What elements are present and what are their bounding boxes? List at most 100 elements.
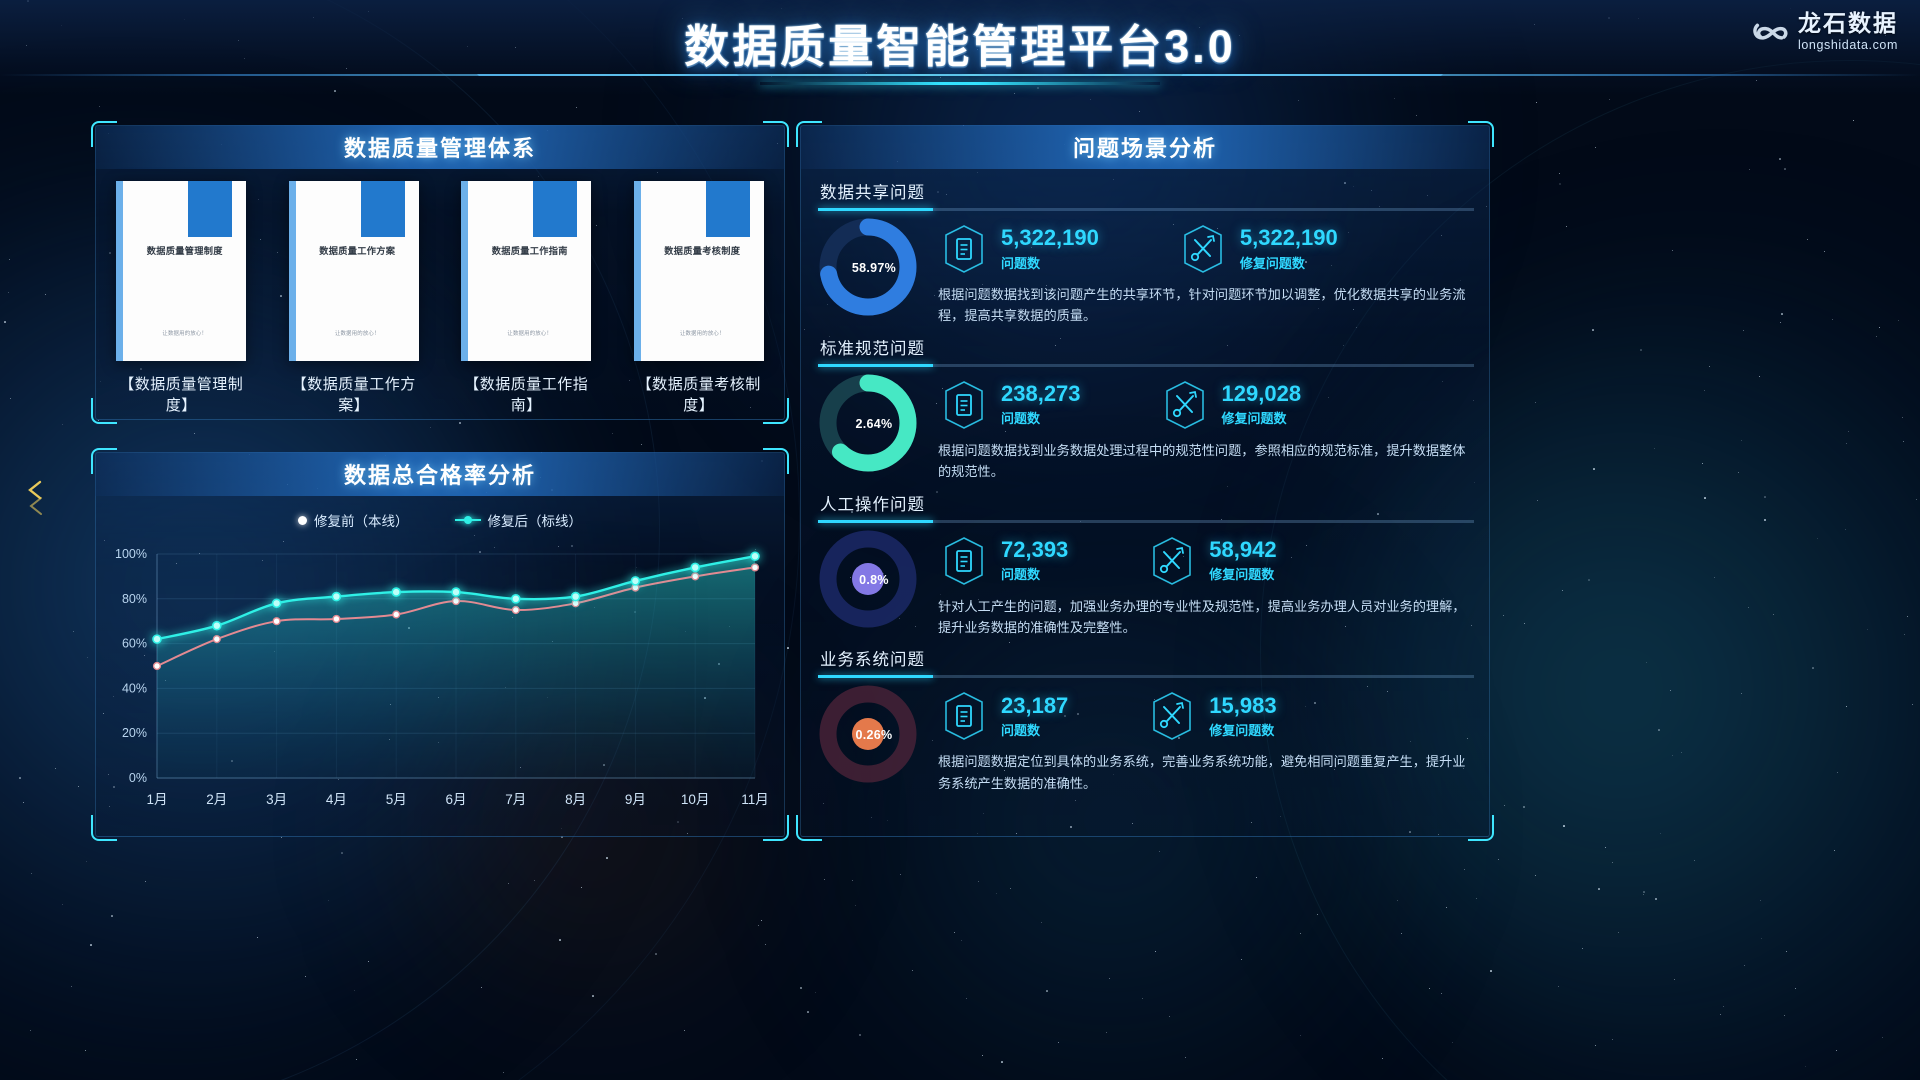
issue-description: 根据问题数据找到该问题产生的共享环节，针对问题环节加以调整，优化数据共享的业务流… [938,287,1466,324]
metric-issue-value: 5,322,190 [1001,225,1099,251]
brand-logo: 龙石数据 longshidata.com [1749,12,1898,52]
metric-fixed-value: 129,028 [1221,381,1302,407]
document-cover-title: 数据质量工作指南 [491,246,568,256]
legend-item[interactable]: 修复后（标线） [454,510,582,530]
issue-percent-label: 0.8% [859,572,889,587]
line-chart-svg: 0% 20% 40% 60% 80% 100% 1月 2月 3月 4月 5月 6月 7月 8月 9月 10月 1… [115,547,769,807]
chart-data-point[interactable] [331,591,342,602]
x-axis-tick-label: 3月 [266,792,287,807]
chart-data-point[interactable] [152,634,162,644]
document-label: 【数据质量工作指南】 [464,376,589,414]
donut-chart [819,374,917,472]
chart-data-point[interactable] [630,576,641,586]
issue-metrics: 23,187 问题数 15,983 修复问题数 [938,690,1474,742]
legend-item[interactable]: 修复前（本线） [298,510,409,530]
panel-header: 数据总合格率分析 [95,452,785,496]
metric-fixed-count[interactable]: 5,322,190 修复问题数 [1177,223,1338,275]
metric-issue-count[interactable]: 238,273 问题数 [938,379,1081,431]
issue-section-title: 业务系统问题 [820,651,925,670]
chart-data-point[interactable] [750,563,760,572]
issue-donut-wrap[interactable]: 58.97% [818,217,930,317]
issue-description: 根据问题数据定位到具体的业务系统，完善业务系统功能，避免相同问题重复产生，提升业… [938,754,1466,791]
chart-data-point[interactable] [391,587,402,597]
panel-header: 数据质量管理体系 [95,125,785,169]
panel-issue-scenarios: 问题场景分析 数据共享问题 58.97% 5,322,190 问题数 5,322,190… [796,121,1494,841]
y-axis-tick-label: 60% [122,637,147,651]
chart-data-point[interactable] [332,614,341,624]
metric-fixed-count[interactable]: 129,028 修复问题数 [1159,379,1302,431]
document-list: 数据质量管理制度 让数据用的放心！ 【数据质量管理制度】 数据质量工作方案让数据用的放… [95,181,785,415]
line-chart: 0% 20% 40% 60% 80% 100% 1月 2月 3月 4月 5月 6月 7月 8月 9月 10月 1… [95,540,785,820]
app-header: 数据质量智能管理平台3.0 龙石数据 longshidata.com [0,0,1920,96]
document-label: 【数据质量工作方案】 [291,376,416,414]
legend-marker-icon [298,515,307,525]
issue-section-body: 2.64% 238,273 问题数 129,028 修复问题数 根据问题数据找到业务数据处… [818,367,1474,485]
metric-fixed-count[interactable]: 15,983 修复问题数 [1146,690,1277,742]
chart-data-point[interactable] [691,572,700,581]
document-card[interactable]: 数据质量考核制度 让数据用的放心！ 【数据质量考核制度】 [633,181,764,415]
chart-data-point[interactable] [212,635,221,644]
document-cover-title: 数据质量考核制度 [664,246,741,256]
document-card[interactable]: 数据质量工作方案让数据用的放心！ 【数据质量工作方案】 [288,181,419,415]
x-axis-tick-label: 9月 [625,792,646,807]
issue-donut-wrap[interactable]: 2.64% [818,373,930,473]
issue-percent-label: 2.64% [855,416,893,431]
chart-data-point[interactable] [510,593,521,604]
x-axis-tick-label: 2月 [206,792,227,807]
panel-body [800,125,1490,837]
chart-data-point[interactable] [272,617,281,626]
issue-section-title: 数据共享问题 [820,184,925,202]
metric-issue-count[interactable]: 5,322,190 问题数 [938,223,1099,275]
issue-section-body: 0.26% 23,187 问题数 15,983 修复问题数根据问题数据定位到具体的业务系… [818,678,1474,796]
chart-data-point[interactable] [690,562,701,573]
document-cover[interactable]: 数据质量考核制度让数据用的放心！ [633,181,764,361]
document-cover[interactable]: 数据质量工作方案让数据用的放心！ [288,181,419,361]
metric-fixed-count[interactable]: 58,942 修复问题数 [1146,535,1277,587]
y-axis-tick-label: 40% [122,681,147,695]
metric-issue-count[interactable]: 23,187 问题数 [938,690,1068,742]
issue-donut-wrap[interactable]: 0.26% [818,684,930,784]
chart-data-point[interactable] [750,551,760,562]
issue-section-body: 0.8% 72,393 问题数 58,942 修复问题数 针对人工产生的问题，加强业务办理… [818,523,1474,641]
wrench-icon [1153,692,1192,741]
issue-section-title: 标准规范问题 [820,339,925,358]
metric-issue-label: 问题数 [1001,567,1041,583]
wrench-icon [1153,536,1192,585]
metric-fixed-label: 修复问题数 [1239,255,1305,271]
x-axis-tick-label: 5月 [386,792,407,807]
panel-qualification-rate: 数据总合格率分析 修复前（本线） 修复后（标线） 0% 20% 40% 60% 80% 10… [91,448,789,841]
document-cover-accent [360,181,405,237]
document-card[interactable]: 数据质量管理制度 让数据用的放心！ 【数据质量管理制度】 [116,181,247,415]
chart-data-point[interactable] [271,598,282,609]
document-card[interactable]: 数据质量工作指南让数据用的放心！ 【数据质量工作指南】 [461,181,592,415]
issue-metrics-and-desc: 23,187 问题数 15,983 修复问题数根据问题数据定位到具体的业务系统，完善业… [930,684,1474,794]
chart-data-point[interactable] [392,610,401,619]
issue-donut-wrap[interactable]: 0.8% [818,529,930,629]
x-axis-tick-label: 7月 [505,792,526,807]
issue-metrics-and-desc: 72,393 问题数 58,942 修复问题数 针对人工产生的问题，加强业务办理的专业性… [930,529,1474,639]
chart-data-point[interactable] [212,620,222,631]
logo-text-cn: 龙石数据 [1797,10,1898,37]
document-cover-footer: 让数据用的放心！ [507,331,553,337]
document-cover[interactable]: 数据质量工作指南让数据用的放心！ [461,181,592,361]
document-cover[interactable]: 数据质量管理制度 让数据用的放心！ [116,181,247,361]
metric-issue-label: 问题数 [1001,722,1041,738]
document-label: 【数据质量管理制度】 [119,376,244,414]
chart-data-point[interactable] [451,587,461,597]
chart-data-point[interactable] [152,661,162,671]
issue-section-divider [818,519,1474,523]
legend-marker-icon [454,516,481,524]
header-divider-line [0,74,1920,76]
chart-data-point[interactable] [570,591,581,602]
metric-issue-value: 238,273 [1001,381,1081,407]
chart-data-point[interactable] [451,596,461,606]
metric-issue-count[interactable]: 72,393 问题数 [938,535,1068,587]
document-cover-accent [705,181,750,237]
document-cover-footer: 让数据用的放心！ [334,331,380,337]
document-cover-footer: 让数据用的放心！ [679,331,725,337]
header-background [0,0,1920,96]
panel-title-qualification-rate: 数据总合格率分析 [343,463,536,488]
chart-data-point[interactable] [511,605,520,615]
x-axis-tick-label: 6月 [445,792,466,807]
document-cover-title: 数据质量工作方案 [319,246,396,256]
